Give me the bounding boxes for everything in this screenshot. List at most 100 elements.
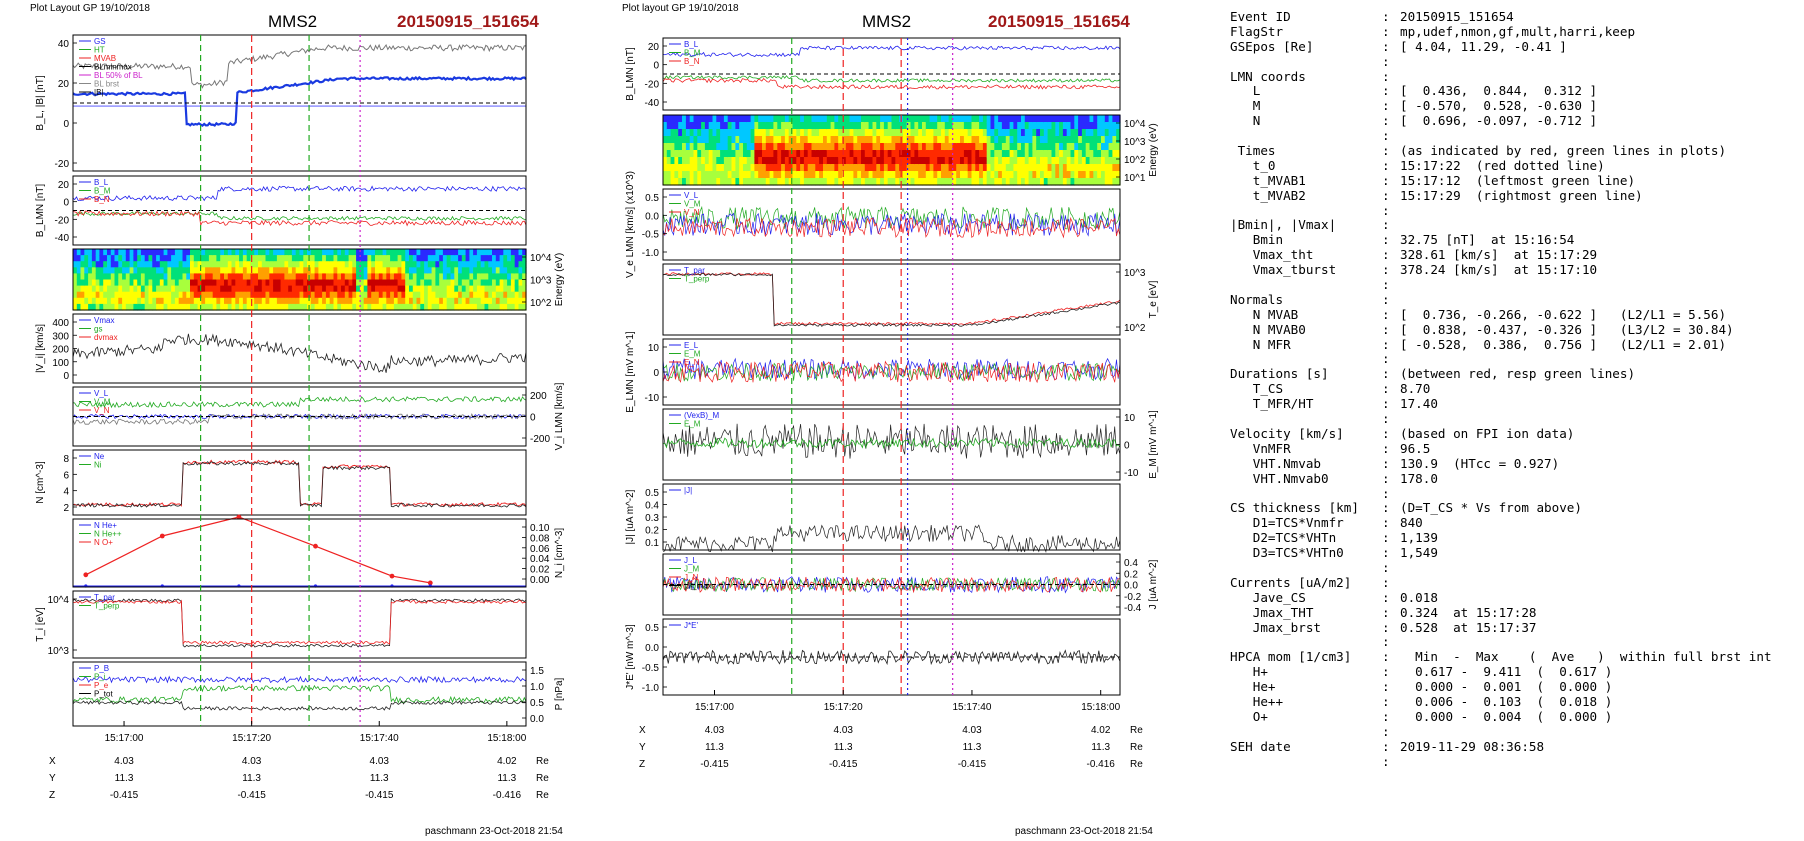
spectrogram-cell (788, 143, 794, 151)
spectrogram-cell (148, 291, 153, 299)
spectrogram-cell (720, 115, 725, 123)
spectrogram-cell (492, 255, 497, 262)
spectrogram-cell (849, 171, 854, 179)
legend-entry: V_N (684, 208, 700, 217)
spectrogram-cell (868, 157, 873, 165)
spectrogram-cell (1101, 178, 1106, 186)
spectrogram-cell (295, 291, 301, 299)
spectrogram-cell (830, 115, 835, 123)
spectrogram-cell (303, 291, 308, 299)
spectrogram-cell (979, 150, 984, 158)
spectrogram-cell (359, 249, 365, 256)
spectrogram-cell (807, 115, 813, 123)
spectrogram-cell (819, 150, 824, 158)
spectrogram-cell (689, 129, 695, 137)
spectrogram-cell (80, 249, 85, 256)
spectrogram-cell (697, 136, 702, 144)
legend-entry: dvmax (94, 333, 118, 342)
spectrogram-cell (484, 273, 489, 281)
legend-entry: T_par (94, 593, 115, 602)
info-row: Vmax_tburst:378.24 [km/s] at 15:17:10 (1230, 262, 1800, 278)
spectrogram-cell (107, 261, 112, 268)
spectrogram-cell (95, 267, 101, 274)
spectrogram-cell (1001, 171, 1007, 179)
spectrogram-cell (971, 122, 976, 130)
spectrogram-cell (299, 303, 304, 311)
spectrogram-cell (337, 261, 342, 268)
spectrogram-cell (163, 255, 168, 262)
spectrogram-cell (1089, 178, 1094, 186)
spectrogram-cell (480, 255, 486, 262)
legend-entry: V_L (684, 191, 699, 200)
spectrogram-cell (670, 122, 675, 130)
spectrogram-cell (853, 122, 858, 130)
info-label: N MVAB (1230, 307, 1299, 322)
info-value: (D=T_CS * Vs from above) (1400, 501, 1582, 516)
series-line-ve-l (662, 205, 1121, 230)
spectrogram-cell (348, 291, 353, 299)
spectrogram-cell (1059, 115, 1064, 123)
spectrogram-cell (446, 291, 452, 299)
info-value (1400, 218, 1800, 233)
spectrogram-cell (329, 249, 335, 256)
spectrogram-cell (91, 273, 97, 281)
spectrogram-cell (507, 279, 512, 287)
spectrogram-cell (386, 291, 391, 299)
spectrogram-cell (1062, 129, 1068, 137)
spectrogram-cell (159, 297, 165, 305)
y-tick-label: 20 (648, 42, 660, 53)
spectrogram-cell (1112, 122, 1117, 130)
spectrogram-cell (265, 291, 270, 299)
spectrogram-cell (1032, 129, 1037, 137)
spectrogram-cell (224, 255, 229, 262)
spectrogram-cell (110, 297, 116, 305)
spectrogram-cell (227, 255, 233, 262)
spectrogram-cell (171, 297, 176, 305)
spectrogram-cell (484, 291, 489, 299)
spectrogram-cell (427, 291, 433, 299)
spectrogram-cell (876, 115, 881, 123)
spectrogram-cell (1101, 122, 1106, 130)
spectrogram-cell (220, 267, 225, 274)
spectrogram-cell (937, 136, 942, 144)
spectrogram-cell (303, 249, 308, 256)
y-axis-label-right: V_i LMN [km/s] (554, 382, 565, 450)
spectrogram-cell (1036, 157, 1041, 165)
spectrogram-cell (666, 129, 672, 137)
spectrogram-cell (465, 255, 470, 262)
spectrogram-cell (273, 279, 278, 287)
spectrogram-cell (492, 249, 497, 256)
spectrogram-cell (88, 303, 93, 311)
panel-frame (72, 661, 527, 727)
spectrogram-cell (458, 285, 463, 293)
spectrogram-cell (1001, 178, 1007, 186)
spectrogram-cell (431, 273, 436, 281)
y-tick-label-right: 1.0 (530, 682, 544, 693)
spectrogram-cell (784, 150, 790, 158)
spectrogram-cell (937, 115, 942, 123)
spectrogram-cell (902, 157, 908, 165)
spectrogram-cell (450, 303, 455, 311)
spectrogram-cell (674, 150, 679, 158)
spectrogram-cell (269, 255, 274, 262)
spectrogram-cell (678, 136, 683, 144)
legend-entry: B_N (94, 195, 110, 204)
spectrogram-cell (1112, 150, 1117, 158)
info-separator: : (1382, 515, 1390, 531)
legend-entry: Vmax (94, 316, 114, 325)
panel-frame (662, 618, 1121, 696)
spectrogram-cell (446, 255, 452, 262)
spectrogram-cell (125, 261, 131, 268)
spectrogram-cell (788, 150, 794, 158)
spectrogram-cell (382, 297, 387, 305)
spectrogram-cell (442, 255, 448, 262)
spectrogram-cell (291, 267, 297, 274)
info-row: Vmax_tht:328.61 [km/s] at 15:17:29 (1230, 247, 1800, 263)
series-line-e-m (662, 436, 1121, 450)
spectrogram-cell (731, 157, 736, 165)
spectrogram-cell (701, 129, 706, 137)
spectrogram-cell (754, 171, 759, 179)
spectrogram-cell (435, 273, 440, 281)
spectrogram-cell (704, 122, 710, 130)
spectrogram-cell (439, 303, 444, 311)
